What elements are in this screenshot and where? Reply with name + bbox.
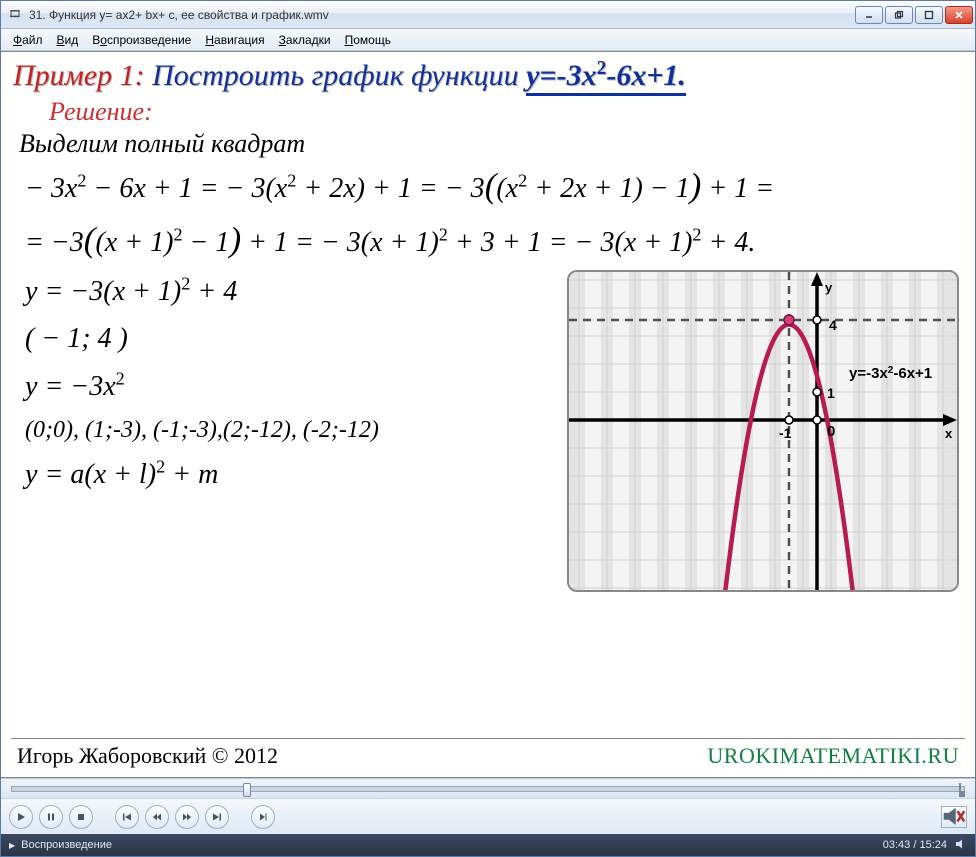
solution-label: Решение: <box>49 97 965 127</box>
time-display: 03:43 / 15:24 <box>883 839 947 851</box>
seek-track[interactable] <box>11 786 965 792</box>
close-button[interactable] <box>945 6 973 24</box>
maximize-button[interactable] <box>915 6 943 24</box>
marker-origin <box>813 416 821 424</box>
pause-button[interactable] <box>39 805 63 829</box>
menu-file[interactable]: Файл <box>7 31 49 49</box>
slide-heading: Пример 1: Построить график функции y=-3x… <box>13 58 965 93</box>
vertex-point: ( − 1; 4 ) <box>25 315 565 363</box>
window-buttons <box>855 6 973 24</box>
example-label: Пример 1: <box>13 59 145 92</box>
chart-area: 0 -1 1 4 x y y=-3x2-6x+1 <box>565 268 965 594</box>
statusbar: ▶ Воспроизведение 03:43 / 15:24 <box>1 834 975 856</box>
app-window: 🎞 31. Функция y= ax2+ bx+ c, ее свойства… <box>0 0 976 857</box>
chart-svg: 0 -1 1 4 x y y=-3x2-6x+1 <box>569 272 957 590</box>
step-back-button[interactable] <box>145 805 169 829</box>
marker-y1 <box>813 388 821 396</box>
eq-line1: − 3x2 − 6x + 1 = − 3(x2 + 2x) + 1 = − 3(… <box>25 159 965 213</box>
volume-icon[interactable] <box>955 838 967 853</box>
status-play-icon: ▶ <box>9 841 15 850</box>
video-frame: Пример 1: Построить график функции y=-3x… <box>1 51 975 778</box>
prev-button[interactable] <box>115 805 139 829</box>
chart-frame: 0 -1 1 4 x y y=-3x2-6x+1 <box>567 270 959 592</box>
player-controls <box>1 798 975 834</box>
points-list: (0;0), (1;-3), (-1;-3),(2;-12), (-2;-12) <box>25 410 565 451</box>
play-button[interactable] <box>9 805 33 829</box>
label-one: 1 <box>827 385 835 401</box>
author-text: Игорь Жаборовский © 2012 <box>17 743 278 769</box>
menu-playback[interactable]: Воспроизведение <box>86 31 197 49</box>
minimize-button[interactable] <box>855 6 883 24</box>
label-neg1: -1 <box>779 425 792 441</box>
marker-y4 <box>813 316 821 324</box>
status-text: Воспроизведение <box>21 839 112 851</box>
eq-parent: y = −3x2 <box>25 363 565 411</box>
label-y: y <box>825 280 833 295</box>
url-text: UROKIMATEMATIKI.RU <box>707 743 959 769</box>
eq-line2: = −3((x + 1)2 − 1) + 1 = − 3(x + 1)2 + 3… <box>25 213 965 267</box>
menu-bookmarks[interactable]: Закладки <box>273 31 337 49</box>
mute-button[interactable] <box>941 806 967 828</box>
eq-general: y = a(x + l)2 + m <box>25 451 565 499</box>
app-icon: 🎞 <box>7 7 23 23</box>
label-x: x <box>945 426 953 441</box>
task-text: Построить график функции <box>152 59 519 92</box>
left-column: y = −3(x + 1)2 + 4 ( − 1; 4 ) y = −3x2 (… <box>25 268 565 594</box>
menubar: Файл Вид Воспроизведение Навигация Закла… <box>1 29 975 51</box>
next-button[interactable] <box>205 805 229 829</box>
stop-button[interactable] <box>69 805 93 829</box>
label-four: 4 <box>829 317 837 333</box>
lower-row: y = −3(x + 1)2 + 4 ( − 1; 4 ) y = −3x2 (… <box>11 268 965 594</box>
restore-button[interactable] <box>885 6 913 24</box>
step-label: Выделим полный квадрат <box>19 129 965 159</box>
menu-navigation[interactable]: Навигация <box>199 31 270 49</box>
function-text: y=-3x2-6x+1. <box>526 59 686 96</box>
window-title: 31. Функция y= ax2+ bx+ c, ее свойства и… <box>29 8 855 22</box>
frame-step-button[interactable] <box>251 805 275 829</box>
vertex-marker <box>784 315 794 325</box>
seek-bar[interactable] <box>1 778 975 798</box>
seek-knob[interactable] <box>243 783 251 797</box>
seek-end-icon <box>959 783 965 797</box>
label-zero: 0 <box>827 423 835 440</box>
titlebar: 🎞 31. Функция y= ax2+ bx+ c, ее свойства… <box>1 1 975 29</box>
footer-row: Игорь Жаборовский © 2012 UROKIMATEMATIKI… <box>11 738 965 771</box>
equation-block: − 3x2 − 6x + 1 = − 3(x2 + 2x) + 1 = − 3(… <box>25 159 965 268</box>
eq-vertex-form: y = −3(x + 1)2 + 4 <box>25 268 565 316</box>
step-fwd-button[interactable] <box>175 805 199 829</box>
marker-xneg1 <box>785 416 793 424</box>
menu-view[interactable]: Вид <box>51 31 85 49</box>
menu-help[interactable]: Помощь <box>339 31 397 49</box>
